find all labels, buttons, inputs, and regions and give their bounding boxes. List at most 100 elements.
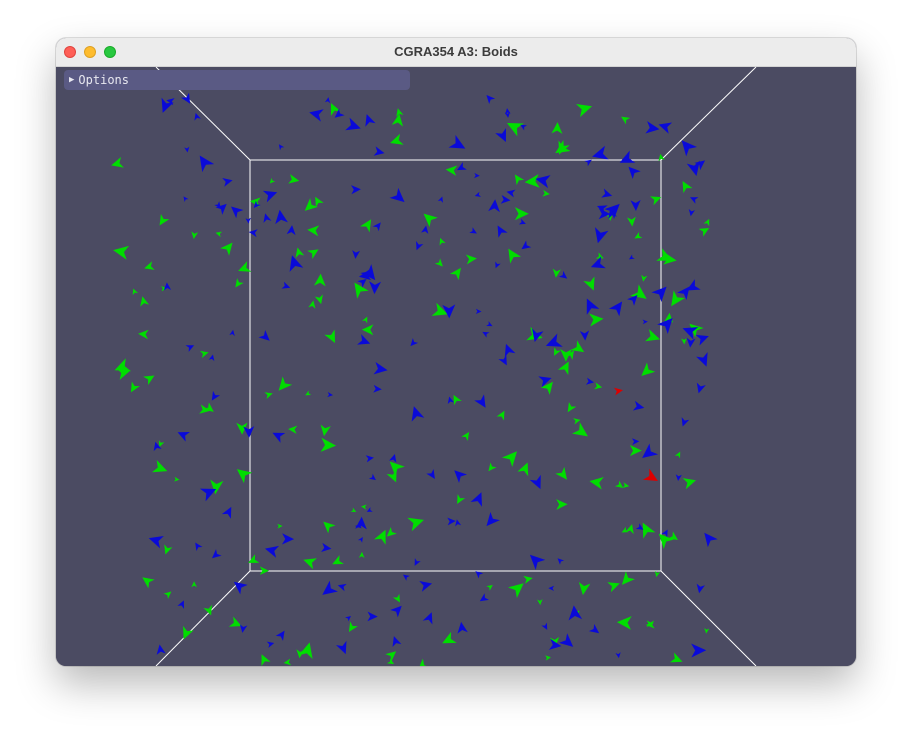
boid-blue [337,583,347,592]
boid-green [674,451,681,459]
boid-green [682,181,693,194]
boid-green [354,282,369,299]
boid-green [362,316,368,324]
boid-green [572,422,588,437]
boid-blue [373,384,382,393]
boid-red [642,468,658,481]
boid-blue [365,455,374,463]
title-bar[interactable]: CGRA354 A3: Boids [56,38,856,67]
boid-green [203,604,212,616]
boid-blue [421,225,429,234]
boid-blue [469,227,477,234]
boid-green [461,432,470,441]
boid-blue [505,108,511,115]
boid-green [555,139,571,154]
boid-blue [367,611,378,622]
boid-green [589,477,604,490]
boid-green [183,625,194,640]
boid-green [164,544,173,555]
options-panel-header[interactable]: ▶ Options [64,70,410,90]
boid-blue [682,327,699,340]
boid-green [283,658,292,666]
boid-blue [506,189,516,198]
close-window-button[interactable] [64,46,76,58]
boid-green [385,651,397,662]
boid-blue [345,117,361,131]
boid-blue [529,474,541,490]
boid-green [431,302,448,316]
boid-blue [358,269,372,281]
boid-blue [336,640,347,655]
minimize-window-button[interactable] [84,46,96,58]
boid-green [228,616,242,627]
render-viewport[interactable]: ▶ Options [56,67,856,666]
boid-blue [474,394,486,408]
boid-green [508,248,521,264]
boid-green [264,392,273,400]
boid-blue [558,633,574,647]
boid-green [332,555,344,565]
boid-blue [585,377,595,385]
boid-blue [661,529,668,538]
boid-green [161,286,168,292]
boid-green [578,582,591,596]
boid-green [151,460,168,473]
boid-blue [373,361,388,375]
boid-green [641,274,648,282]
boid-green [238,261,252,272]
boid-blue [437,196,443,203]
bounds-edge [660,67,757,161]
boid-blue [262,190,278,203]
boid-green [374,529,386,545]
boid-blue [535,175,551,189]
boid-green [629,445,642,457]
boid-green [199,350,209,359]
boid-blue [278,144,285,151]
boid-blue [350,185,361,195]
boid-green [486,584,493,591]
boid-blue [281,281,291,289]
boid-blue [211,390,221,401]
boid-green [565,350,575,360]
boid-blue [264,545,280,558]
boid-green [445,165,458,176]
maximize-window-button[interactable] [104,46,116,58]
boid-green [140,296,149,307]
boid-blue [231,206,244,219]
boid-blue [454,470,467,483]
boid-green [573,418,581,425]
boid-green [514,207,529,221]
boid-blue [630,199,641,211]
boid-green [386,469,397,483]
boid-blue [245,217,251,224]
boid-blue [495,261,501,269]
boid-green [392,593,400,603]
boid-green [307,225,320,237]
boid-blue [184,146,190,153]
boid-blue [604,203,620,220]
boid-blue [414,558,421,566]
boid-blue [153,441,162,452]
boid-green [663,252,677,265]
options-label: Options [78,73,129,87]
boid-blue [497,225,508,238]
boid-green [305,390,312,396]
app-window: CGRA354 A3: Boids ▶ Options [56,38,856,666]
boid-blue [447,396,454,405]
boid-green [288,425,298,434]
boid-green [320,437,337,452]
bounds-edge [660,570,757,666]
boid-green [269,177,276,184]
boid-blue [500,195,511,204]
boid-blue [486,321,493,327]
boid-green [556,499,568,510]
boid-blue [548,585,555,592]
boid-green [132,288,139,296]
boid-blue [681,417,690,427]
boid-blue [457,621,468,634]
boid-green [324,329,336,343]
boid-blue [309,109,324,122]
boids-scene [111,67,757,666]
boid-blue [272,432,286,443]
boid-green [506,123,524,137]
